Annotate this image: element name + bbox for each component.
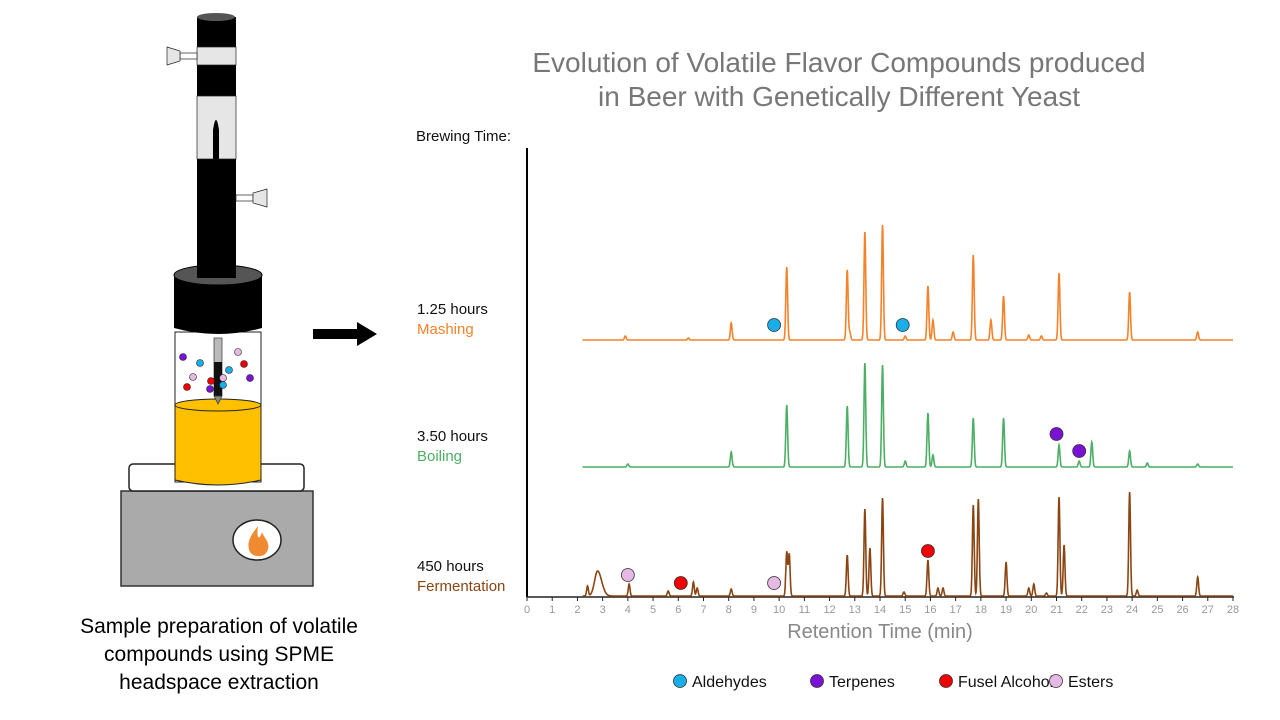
chart-title-line-1: Evolution of Volatile Flavor Compounds p… <box>532 47 1145 78</box>
legend-item-esters: Esters <box>1049 674 1113 691</box>
legend-label: Aldehydes <box>692 674 767 691</box>
legend-swatch <box>673 674 687 688</box>
x-tick-label: 17 <box>950 604 962 616</box>
x-tick-label: 6 <box>675 604 681 616</box>
x-tick-label: 18 <box>975 604 987 616</box>
legend-label: Fusel Alcohol <box>958 674 1053 691</box>
caption-line-1: Sample preparation of volatile <box>80 615 358 638</box>
caption-line-2: compounds using SPME <box>104 643 334 666</box>
legend-swatch <box>810 674 824 688</box>
x-tick-label: 12 <box>823 604 835 616</box>
trace-mashing <box>582 224 1233 341</box>
x-tick-label: 4 <box>625 604 631 616</box>
marker-aldehydes <box>767 318 781 332</box>
series-time-boiling: 3.50 hours <box>417 428 488 445</box>
marker-esters <box>620 568 635 582</box>
heater-block <box>120 490 314 587</box>
x-tick-label: 16 <box>924 604 936 616</box>
x-tick-label: 22 <box>1076 604 1088 616</box>
x-axis-label: Retention Time (min) <box>787 621 973 643</box>
x-tick-label: 5 <box>650 604 656 616</box>
x-tick-label: 24 <box>1126 604 1138 616</box>
legend-item-fusel-alcohol: Fusel Alcohol <box>939 674 1053 691</box>
marker-aldehydes <box>895 318 910 332</box>
series-time-mashing: 1.25 hours <box>417 301 488 318</box>
x-tick-label: 27 <box>1202 604 1214 616</box>
series-name-fermentation: Fermentation <box>417 578 505 595</box>
x-tick-label: 23 <box>1101 604 1113 616</box>
x-tick-label: 20 <box>1025 604 1037 616</box>
x-tick-label: 1 <box>549 604 555 616</box>
legend-item-aldehydes: Aldehydes <box>673 674 767 691</box>
legend-swatch <box>1049 674 1063 688</box>
marker-fusel-alcohol <box>673 576 688 590</box>
x-tick-label: 8 <box>726 604 732 616</box>
x-tick-label: 28 <box>1227 604 1239 616</box>
x-tick-label: 25 <box>1151 604 1163 616</box>
legend-item-terpenes: Terpenes <box>810 674 895 691</box>
x-tick-label: 7 <box>700 604 706 616</box>
marker-terpenes <box>1049 427 1064 441</box>
arrow-shaft <box>313 329 359 339</box>
marker-terpenes <box>1072 444 1087 458</box>
x-tick-label: 19 <box>1000 604 1012 616</box>
legend-label: Terpenes <box>829 674 895 691</box>
trace-fermentation <box>582 491 1233 597</box>
marker-fusel-alcohol <box>921 544 935 558</box>
x-tick-label: 13 <box>849 604 861 616</box>
legend-label: Esters <box>1068 674 1113 691</box>
x-tick-label: 9 <box>751 604 757 616</box>
flame-icon <box>248 526 269 557</box>
x-tick-label: 14 <box>874 604 886 616</box>
y-axis-label: Brewing Time: <box>416 128 511 145</box>
x-tick-label: 2 <box>574 604 580 616</box>
marker-esters <box>767 576 781 590</box>
arrow-right-icon <box>357 322 377 346</box>
x-tick-label: 26 <box>1176 604 1188 616</box>
trace-boiling <box>582 362 1233 468</box>
x-tick-label: 15 <box>899 604 911 616</box>
x-tick-label: 10 <box>773 604 785 616</box>
legend-swatch <box>939 674 953 688</box>
x-tick-label: 11 <box>799 604 810 616</box>
series-name-mashing: Mashing <box>417 321 474 338</box>
series-name-boiling: Boiling <box>417 448 462 465</box>
spme-apparatus-illustration <box>120 13 314 587</box>
chart-title-line-2: in Beer with Genetically Different Yeast <box>598 81 1080 112</box>
x-tick-label: 21 <box>1050 604 1062 616</box>
series-time-fermentation: 450 hours <box>417 558 484 575</box>
x-tick-label: 3 <box>600 604 606 616</box>
volatile-molecules <box>179 348 254 393</box>
x-tick-label: 0 <box>524 604 530 616</box>
caption-line-3: headspace extraction <box>119 671 319 694</box>
